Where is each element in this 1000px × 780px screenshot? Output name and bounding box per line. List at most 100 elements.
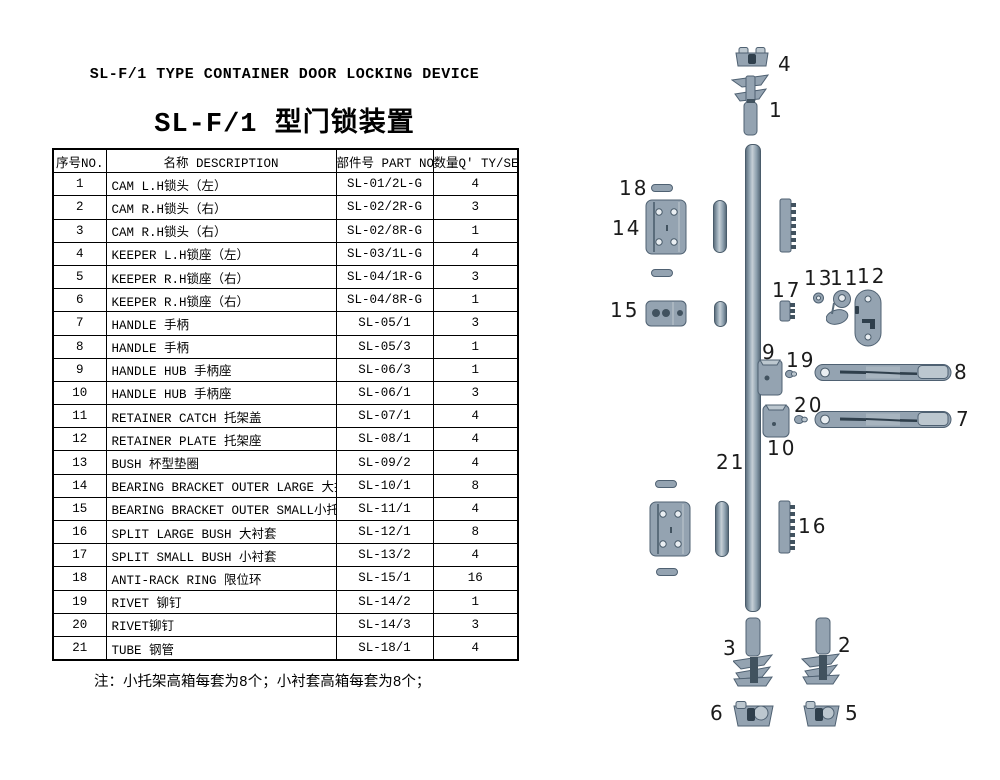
cell-description: KEEPER L.H锁座（左） [105,241,337,266]
cell-part-no: SL-06/1 [335,380,434,406]
table-row: 21 TUBE 钢管 SL-18/1 4 [52,635,519,661]
cell-description: SPLIT LARGE BUSH 大衬套 [105,519,337,545]
table-row: 5 KEEPER R.H锁座（右） SL-04/1R-G 3 [52,264,519,290]
cell-no: 12 [52,427,107,452]
table-row: 8 HANDLE 手柄 SL-05/3 1 [52,334,519,359]
part-keeper-4 [733,46,771,68]
part-tube-segment-b [714,301,727,327]
part-bracket-large-14a [645,199,687,255]
part-handle-hub-10 [762,404,790,438]
cell-no: 5 [52,264,107,290]
header-part-no: 部件号 PART NO. [335,148,434,174]
cell-description: CAM L.H锁头（左） [105,172,337,197]
cell-qty: 4 [432,450,519,475]
callout-17: 17 [772,278,802,302]
callout-6: 6 [710,701,725,725]
part-tube-segment-c [715,501,729,557]
cell-part-no: SL-12/1 [335,519,434,545]
table-row: 13 BUSH 杯型垫圈 SL-09/2 4 [52,450,519,475]
parts-table: 序号NO. 名称 DESCRIPTION 部件号 PART NO. 数量Q' T… [52,148,519,662]
parts-table-header-row: 序号NO. 名称 DESCRIPTION 部件号 PART NO. 数量Q' T… [52,148,519,174]
document-title-en: SL-F/1 TYPE CONTAINER DOOR LOCKING DEVIC… [89,66,480,83]
cell-no: 11 [52,404,107,429]
cell-no: 19 [52,589,107,614]
callout-4: 4 [778,52,793,76]
cell-part-no: SL-18/1 [335,635,434,661]
header-qty: 数量Q' TY/SET [432,148,519,174]
callout-1: 1 [769,98,784,122]
cell-qty: 8 [432,473,519,498]
part-retainer-catch-11 [826,290,853,325]
cell-part-no: SL-01/2L-G [335,172,434,197]
table-row: 20 RIVET铆钉 SL-14/3 3 [52,612,519,637]
table-row: 11 RETAINER CATCH 托架盖 SL-07/1 4 [52,404,519,429]
cell-part-no: SL-02/2R-G [335,195,434,220]
part-bracket-large-14b [649,501,691,557]
cell-no: 3 [52,218,107,243]
part-rivet-19 [785,369,797,379]
cell-part-no: SL-06/3 [335,357,434,382]
table-row: 17 SPLIT SMALL BUSH 小衬套 SL-13/2 4 [52,543,519,568]
part-keeper-5 [801,700,842,729]
cell-description: SPLIT SMALL BUSH 小衬套 [105,543,337,568]
part-cam-3 [733,617,774,688]
header-no: 序号NO. [52,148,107,174]
part-ring-18d [656,567,678,577]
cell-description: HANDLE HUB 手柄座 [105,380,337,406]
parts-table-body: 1 CAM L.H锁头（左） SL-01/2L-G 4 2 CAM R.H锁头（… [52,172,519,661]
cell-qty: 3 [432,612,519,637]
cell-qty: 8 [432,519,519,545]
table-row: 15 BEARING BRACKET OUTER SMALL小托架 SL-11/… [52,496,519,522]
cell-description: RIVET铆钉 [105,612,337,637]
table-row: 2 CAM R.H锁头（右） SL-02/2R-G 3 [52,195,519,220]
table-row: 10 HANDLE HUB 手柄座 SL-06/1 3 [52,380,519,406]
callout-21: 21 [716,450,746,474]
cell-part-no: SL-11/1 [335,496,434,522]
callout-14: 14 [612,216,642,240]
part-tube-segment-a [713,200,727,253]
part-ring-18c [655,479,677,489]
part-retainer-plate-12 [854,289,882,347]
cell-qty: 4 [432,543,519,568]
part-handle-8 [814,361,952,384]
part-cam-2 [801,617,841,686]
cell-description: RETAINER PLATE 托架座 [105,427,337,452]
part-cam-1 [731,72,769,138]
cell-part-no: SL-15/1 [335,566,434,591]
part-split-bush-large-16 [778,500,797,554]
cell-no: 21 [52,635,107,661]
table-note: 注：小托架高箱每套为8个；小衬套高箱每套为8个； [94,675,431,691]
cell-no: 10 [52,380,107,406]
callout-2: 2 [838,633,853,657]
cell-description: RIVET 铆钉 [105,589,337,614]
part-ring-18a [651,183,673,193]
callout-15: 15 [610,298,640,322]
cell-qty: 4 [432,241,519,266]
cell-qty: 1 [432,218,519,243]
table-row: 7 HANDLE 手柄 SL-05/1 3 [52,311,519,336]
part-keeper-6 [731,700,776,729]
callout-5: 5 [845,701,860,725]
cell-part-no: SL-14/2 [335,589,434,614]
cell-description: HANDLE HUB 手柄座 [105,357,337,382]
cell-qty: 16 [432,566,519,591]
cell-description: HANDLE 手柄 [105,334,337,359]
table-row: 9 HANDLE HUB 手柄座 SL-06/3 1 [52,357,519,382]
cell-no: 17 [52,543,107,568]
table-row: 14 BEARING BRACKET OUTER LARGE 大托架 SL-10… [52,473,519,498]
table-row: 16 SPLIT LARGE BUSH 大衬套 SL-12/1 8 [52,519,519,545]
part-handle-7 [814,408,952,431]
table-row: 19 RIVET 铆钉 SL-14/2 1 [52,589,519,614]
cell-qty: 4 [432,635,519,661]
cell-qty: 1 [432,589,519,614]
part-bracket-small-15 [645,300,687,327]
document-title-zh: SL-F/1 型门锁装置 [154,110,415,140]
callout-18: 18 [619,176,649,200]
callout-8: 8 [954,360,969,384]
callout-11: 11 [830,266,860,290]
cell-no: 7 [52,311,107,336]
cell-part-no: SL-14/3 [335,612,434,637]
cell-part-no: SL-03/1L-G [335,241,434,266]
part-ring-18b [651,268,673,278]
